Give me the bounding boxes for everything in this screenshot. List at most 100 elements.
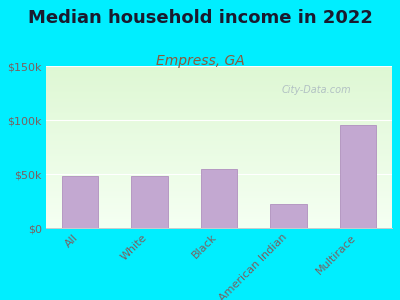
Bar [46, 195, 392, 196]
Bar [46, 105, 392, 106]
Text: Empress, GA: Empress, GA [156, 54, 244, 68]
Bar [46, 137, 392, 138]
Bar [46, 205, 392, 206]
Bar [46, 220, 392, 221]
Bar [46, 160, 392, 161]
Bar [340, 125, 376, 228]
Bar [46, 201, 392, 202]
Bar [46, 81, 392, 82]
Bar [46, 184, 392, 185]
Bar [46, 183, 392, 184]
Bar [46, 150, 392, 151]
Bar [46, 118, 392, 119]
Bar [46, 69, 392, 70]
Bar [46, 179, 392, 180]
Bar [46, 88, 392, 89]
Bar [46, 217, 392, 218]
Bar [46, 141, 392, 142]
Bar [46, 125, 392, 126]
Bar [46, 75, 392, 76]
Bar [46, 82, 392, 83]
Bar [46, 149, 392, 150]
Bar [46, 186, 392, 187]
Bar [46, 123, 392, 124]
Bar [46, 76, 392, 77]
Bar [46, 189, 392, 190]
Bar [46, 153, 392, 154]
Bar [46, 174, 392, 175]
Bar [46, 155, 392, 156]
Bar [46, 100, 392, 101]
Bar [46, 194, 392, 195]
Bar [46, 86, 392, 87]
Bar [46, 185, 392, 186]
Bar [46, 108, 392, 109]
Bar [46, 199, 392, 200]
Bar [46, 79, 392, 80]
Bar [46, 112, 392, 113]
Bar [46, 180, 392, 181]
Bar [46, 168, 392, 169]
Bar [46, 218, 392, 219]
Bar [46, 204, 392, 205]
Bar [46, 132, 392, 133]
Bar [46, 91, 392, 92]
Bar [46, 121, 392, 122]
Bar [46, 90, 392, 91]
Bar [46, 193, 392, 194]
Bar [46, 196, 392, 197]
Bar [46, 89, 392, 90]
Bar [46, 77, 392, 78]
Bar [46, 209, 392, 210]
Bar [46, 130, 392, 131]
Bar [46, 72, 392, 73]
Bar [46, 154, 392, 155]
Bar [46, 216, 392, 217]
Bar [46, 135, 392, 136]
Bar [46, 208, 392, 209]
Bar [46, 70, 392, 71]
Bar [46, 214, 392, 215]
Bar [46, 152, 392, 153]
Bar [46, 84, 392, 85]
Bar [46, 167, 392, 168]
Bar [46, 136, 392, 137]
Bar [46, 116, 392, 117]
Bar [46, 129, 392, 130]
Bar [46, 122, 392, 123]
Bar [46, 126, 392, 127]
Bar [46, 111, 392, 112]
Bar [46, 119, 392, 120]
Bar [46, 140, 392, 141]
Bar [46, 102, 392, 103]
Bar [46, 117, 392, 118]
Bar [46, 107, 392, 108]
Bar [46, 188, 392, 189]
Bar [46, 67, 392, 68]
Bar [46, 207, 392, 208]
Bar [46, 66, 392, 67]
Bar [46, 114, 392, 115]
Bar [46, 165, 392, 166]
Bar [46, 225, 392, 226]
Bar [46, 166, 392, 167]
Bar [46, 145, 392, 146]
Bar [46, 202, 392, 203]
Bar [46, 93, 392, 94]
Bar [46, 146, 392, 147]
Bar [46, 212, 392, 213]
Bar [46, 163, 392, 164]
Bar [46, 80, 392, 81]
Bar [46, 133, 392, 134]
Bar [46, 170, 392, 171]
Text: Median household income in 2022: Median household income in 2022 [28, 9, 372, 27]
Bar [46, 83, 392, 84]
Bar [46, 223, 392, 224]
Bar [46, 139, 392, 140]
Bar [46, 177, 392, 178]
Bar [46, 173, 392, 174]
Bar [62, 176, 98, 228]
Bar [46, 227, 392, 228]
Bar [46, 131, 392, 132]
Bar [46, 215, 392, 216]
